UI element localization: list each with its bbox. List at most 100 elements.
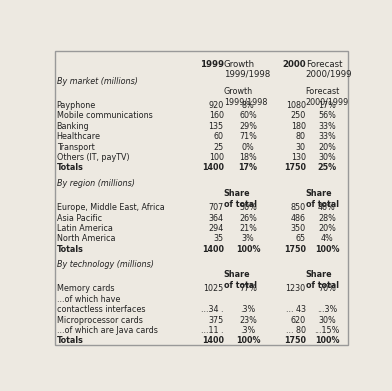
Text: 20%: 20% <box>318 143 336 152</box>
Text: 35: 35 <box>214 234 224 243</box>
Text: 1999: 1999 <box>200 59 224 68</box>
Text: 180: 180 <box>291 122 306 131</box>
Text: Forecast
2000/1999: Forecast 2000/1999 <box>306 87 349 106</box>
Text: Transport: Transport <box>56 143 94 152</box>
Text: Mobile communications: Mobile communications <box>56 111 152 120</box>
Text: 1400: 1400 <box>202 245 224 254</box>
Text: ...11 .: ...11 . <box>201 326 224 335</box>
Text: 25%: 25% <box>318 163 337 172</box>
Text: 60%: 60% <box>239 111 257 120</box>
Text: 26%: 26% <box>239 213 257 222</box>
Text: 56%: 56% <box>318 111 336 120</box>
Text: Totals: Totals <box>56 163 83 172</box>
Text: .3%: .3% <box>240 305 256 314</box>
Text: 1400: 1400 <box>202 336 224 345</box>
Text: Others (IT, payTV): Others (IT, payTV) <box>56 153 129 162</box>
Text: 30: 30 <box>296 143 306 152</box>
Text: ...3%: ...3% <box>317 305 337 314</box>
Text: Payphone: Payphone <box>56 101 96 110</box>
Text: 1750: 1750 <box>284 163 306 172</box>
FancyBboxPatch shape <box>55 52 348 345</box>
Text: Totals: Totals <box>56 245 83 254</box>
Text: 1750: 1750 <box>284 336 306 345</box>
Text: .3%: .3% <box>240 326 256 335</box>
Text: ... 43: ... 43 <box>286 305 306 314</box>
Text: 100%: 100% <box>315 245 339 254</box>
Text: 920: 920 <box>209 101 224 110</box>
Text: 23%: 23% <box>239 316 257 325</box>
Text: Memory cards: Memory cards <box>56 284 114 293</box>
Text: By technology (millions): By technology (millions) <box>56 260 154 269</box>
Text: 100%: 100% <box>236 336 260 345</box>
Text: 850: 850 <box>290 203 306 212</box>
Text: Microprocessor cards: Microprocessor cards <box>56 316 142 325</box>
Text: 364: 364 <box>209 213 224 222</box>
Text: 33%: 33% <box>318 132 336 141</box>
Text: ...34 .: ...34 . <box>201 305 224 314</box>
Text: 620: 620 <box>290 316 306 325</box>
Text: 65: 65 <box>296 234 306 243</box>
Text: 130: 130 <box>291 153 306 162</box>
Text: Share
of total: Share of total <box>224 270 257 290</box>
Text: 70%: 70% <box>318 284 336 293</box>
Text: 21%: 21% <box>239 224 257 233</box>
Text: 25: 25 <box>213 143 224 152</box>
Text: 4%: 4% <box>321 234 333 243</box>
Text: 30%: 30% <box>318 153 336 162</box>
Text: 77%: 77% <box>239 284 257 293</box>
Text: contactless interfaces: contactless interfaces <box>56 305 145 314</box>
Text: 2000: 2000 <box>282 59 306 68</box>
Text: Forecast
2000/1999: Forecast 2000/1999 <box>306 59 352 79</box>
Text: By region (millions): By region (millions) <box>56 179 134 188</box>
Text: 1025: 1025 <box>203 284 224 293</box>
Text: Banking: Banking <box>56 122 89 131</box>
Text: 29%: 29% <box>239 122 257 131</box>
Text: ...of which have: ...of which have <box>56 295 120 304</box>
Text: 350: 350 <box>290 224 306 233</box>
Text: Totals: Totals <box>56 336 83 345</box>
Text: 30%: 30% <box>318 316 336 325</box>
Text: 100: 100 <box>209 153 224 162</box>
Text: Share
of total: Share of total <box>306 189 339 208</box>
Text: Share
of total: Share of total <box>306 270 339 290</box>
Text: Share
of total: Share of total <box>224 189 257 208</box>
Text: 20%: 20% <box>318 224 336 233</box>
Text: 486: 486 <box>291 213 306 222</box>
Text: 33%: 33% <box>318 122 336 131</box>
Text: 160: 160 <box>209 111 224 120</box>
Text: 1750: 1750 <box>284 245 306 254</box>
Text: Growth
1999/1998: Growth 1999/1998 <box>224 87 267 106</box>
Text: ...of which are Java cards: ...of which are Java cards <box>56 326 158 335</box>
Text: 1230: 1230 <box>286 284 306 293</box>
Text: 17%: 17% <box>318 101 336 110</box>
Text: 18%: 18% <box>239 153 257 162</box>
Text: Europe, Middle East, Africa: Europe, Middle East, Africa <box>56 203 164 212</box>
Text: 28%: 28% <box>318 213 336 222</box>
Text: 50%: 50% <box>239 203 257 212</box>
Text: Healthcare: Healthcare <box>56 132 101 141</box>
Text: 135: 135 <box>209 122 224 131</box>
Text: 8%: 8% <box>241 101 254 110</box>
Text: Asia Pacific: Asia Pacific <box>56 213 102 222</box>
Text: 46%: 46% <box>318 203 336 212</box>
Text: Latin America: Latin America <box>56 224 113 233</box>
Text: 71%: 71% <box>239 132 257 141</box>
Text: 3%: 3% <box>241 234 254 243</box>
Text: 0%: 0% <box>241 143 254 152</box>
Text: 1400: 1400 <box>202 163 224 172</box>
Text: 1080: 1080 <box>286 101 306 110</box>
Text: 375: 375 <box>209 316 224 325</box>
Text: 100%: 100% <box>236 245 260 254</box>
Text: 60: 60 <box>214 132 224 141</box>
Text: Growth
1999/1998: Growth 1999/1998 <box>224 59 270 79</box>
Text: 294: 294 <box>209 224 224 233</box>
Text: ...15%: ...15% <box>314 326 339 335</box>
Text: 80: 80 <box>296 132 306 141</box>
Text: North America: North America <box>56 234 115 243</box>
Text: 17%: 17% <box>238 163 258 172</box>
Text: 707: 707 <box>209 203 224 212</box>
Text: ... 80: ... 80 <box>286 326 306 335</box>
Text: 250: 250 <box>290 111 306 120</box>
Text: 100%: 100% <box>315 336 339 345</box>
Text: By market (millions): By market (millions) <box>56 77 138 86</box>
